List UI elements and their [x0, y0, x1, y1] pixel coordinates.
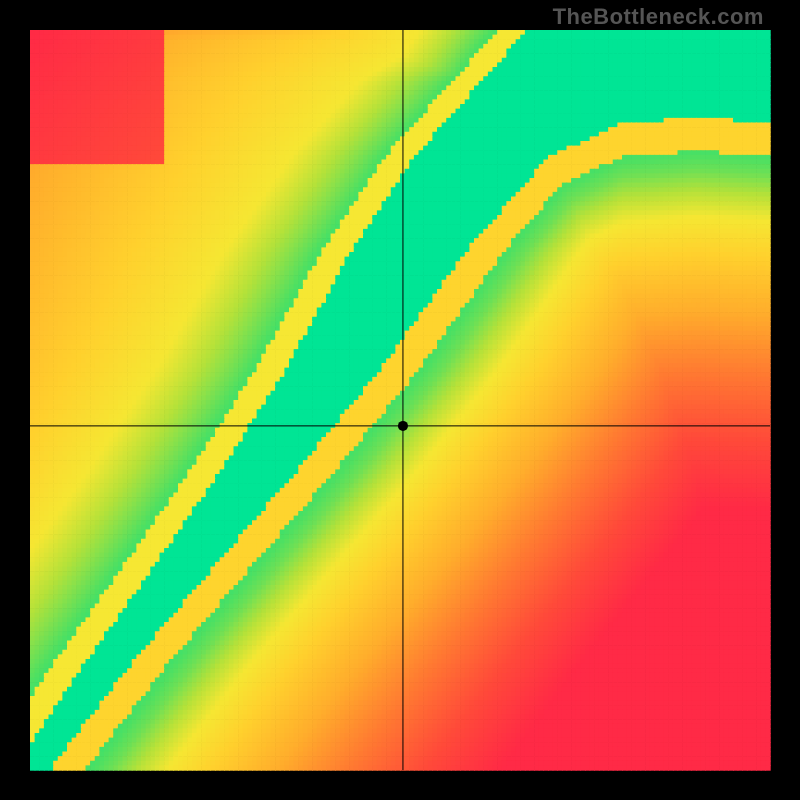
chart-container: TheBottleneck.com: [0, 0, 800, 800]
watermark-label: TheBottleneck.com: [553, 4, 764, 30]
bottleneck-heatmap: [0, 0, 800, 800]
